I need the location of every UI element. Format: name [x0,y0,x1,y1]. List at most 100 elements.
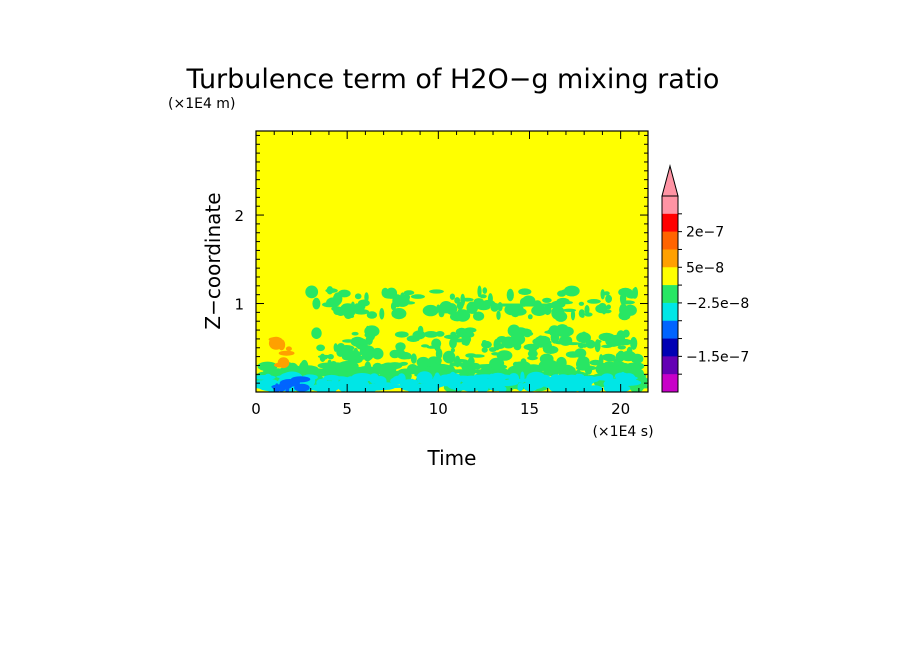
colorbar-tick-label: −1.5e−7 [686,349,749,365]
contour-patch [333,343,338,352]
contour-patch [312,297,321,310]
contour-patch [630,336,638,350]
contour-patch [266,381,277,385]
contour-patch [612,360,620,367]
colorbar-swatch [662,320,678,339]
contour-patch [333,292,343,306]
contour-patch [527,314,533,320]
contour-patch [631,353,644,364]
contour-region-green-2 [305,285,638,322]
chart-title: Turbulence term of H2O−g mixing ratio [186,64,720,95]
contour-patch [543,345,559,354]
contour-patch [299,361,308,374]
contour-patch [454,297,461,304]
contour-patch [482,340,487,345]
contour-patch [467,365,473,370]
contour-patch [285,346,292,352]
contour-patch [431,338,442,349]
contour-patch [477,285,482,298]
contour-patch [631,287,638,299]
contour-patch [353,303,361,312]
contour-patch [482,287,488,294]
colorbar-swatch [662,338,678,357]
contour-patch [395,342,406,351]
contour-patch [539,353,554,365]
contour-patch [368,327,376,341]
contour-patch [527,355,538,361]
contour-patch [311,327,322,340]
contour-patch [397,351,412,360]
contour-patch [603,291,610,296]
contour-patch [626,346,633,357]
y-axis: 12 [234,134,648,384]
contour-patch [290,376,311,383]
contour-patch [401,382,415,391]
contour-patch [349,314,355,319]
contour-patch [555,324,570,337]
contour-patch [305,285,319,299]
contour-patch [487,293,493,305]
contour-patch [554,311,568,322]
contour-patch [584,305,590,315]
contour-patch [576,332,591,344]
contour-patch [556,356,567,369]
contour-patch [327,359,332,368]
y-tick-label: 2 [234,207,244,225]
contour-patch [598,354,604,367]
contour-patch [603,383,619,392]
contour-patch [340,303,356,315]
contour-patch [631,366,637,375]
contour-patch [496,336,508,343]
contour-patch [257,361,278,372]
contour-patch [600,289,605,300]
contour-patch [353,355,367,360]
contour-patch [436,304,441,313]
contour-patch [338,345,355,352]
contour-patch [589,359,602,366]
colorbar-swatch [662,267,678,286]
x-unit-label: (×1E4 s) [592,424,653,440]
contour-patch [552,312,564,316]
contour-patch [562,308,577,312]
contour-patch [574,348,587,359]
contour-regions [256,285,648,392]
contour-patch [587,299,601,304]
contour-patch [450,331,457,337]
contour-patch [530,378,552,385]
contour-patch [473,311,485,321]
contour-patch [256,375,276,380]
contour-patch [615,352,621,363]
contour-patch [316,344,325,352]
contour-patch [286,362,299,374]
contour-patch [522,295,536,307]
contour-patch [496,310,501,320]
contour-patch [371,347,384,360]
contour-region-green-1 [311,324,644,371]
contour-patch [277,357,290,369]
y-unit-label: (×1E4 m) [168,96,235,112]
contour-patch [399,361,408,366]
x-axis-label: Time [427,446,477,470]
contour-patch [432,306,437,315]
contour-patch [294,383,310,392]
contour-patch [460,293,466,307]
contour-patch [323,374,340,381]
x-tick-label: 5 [342,400,352,418]
contour-patch [550,331,560,344]
contour-patch [585,339,596,349]
contour-patch [510,333,526,346]
colorbar-tick-label: 5e−8 [686,260,724,276]
contour-patch [518,288,532,296]
contour-patch [554,374,572,387]
contour-patch [470,354,485,358]
contour-patch [416,356,430,368]
contour-patch [565,342,581,346]
contour-patch [385,287,398,299]
contour-patch [579,384,589,389]
contour-patch [498,385,507,392]
contour-patch [410,380,420,385]
contour-patch [327,354,334,360]
contour-patch [595,304,608,314]
contour-patch [523,343,540,351]
contour-patch [410,294,425,299]
